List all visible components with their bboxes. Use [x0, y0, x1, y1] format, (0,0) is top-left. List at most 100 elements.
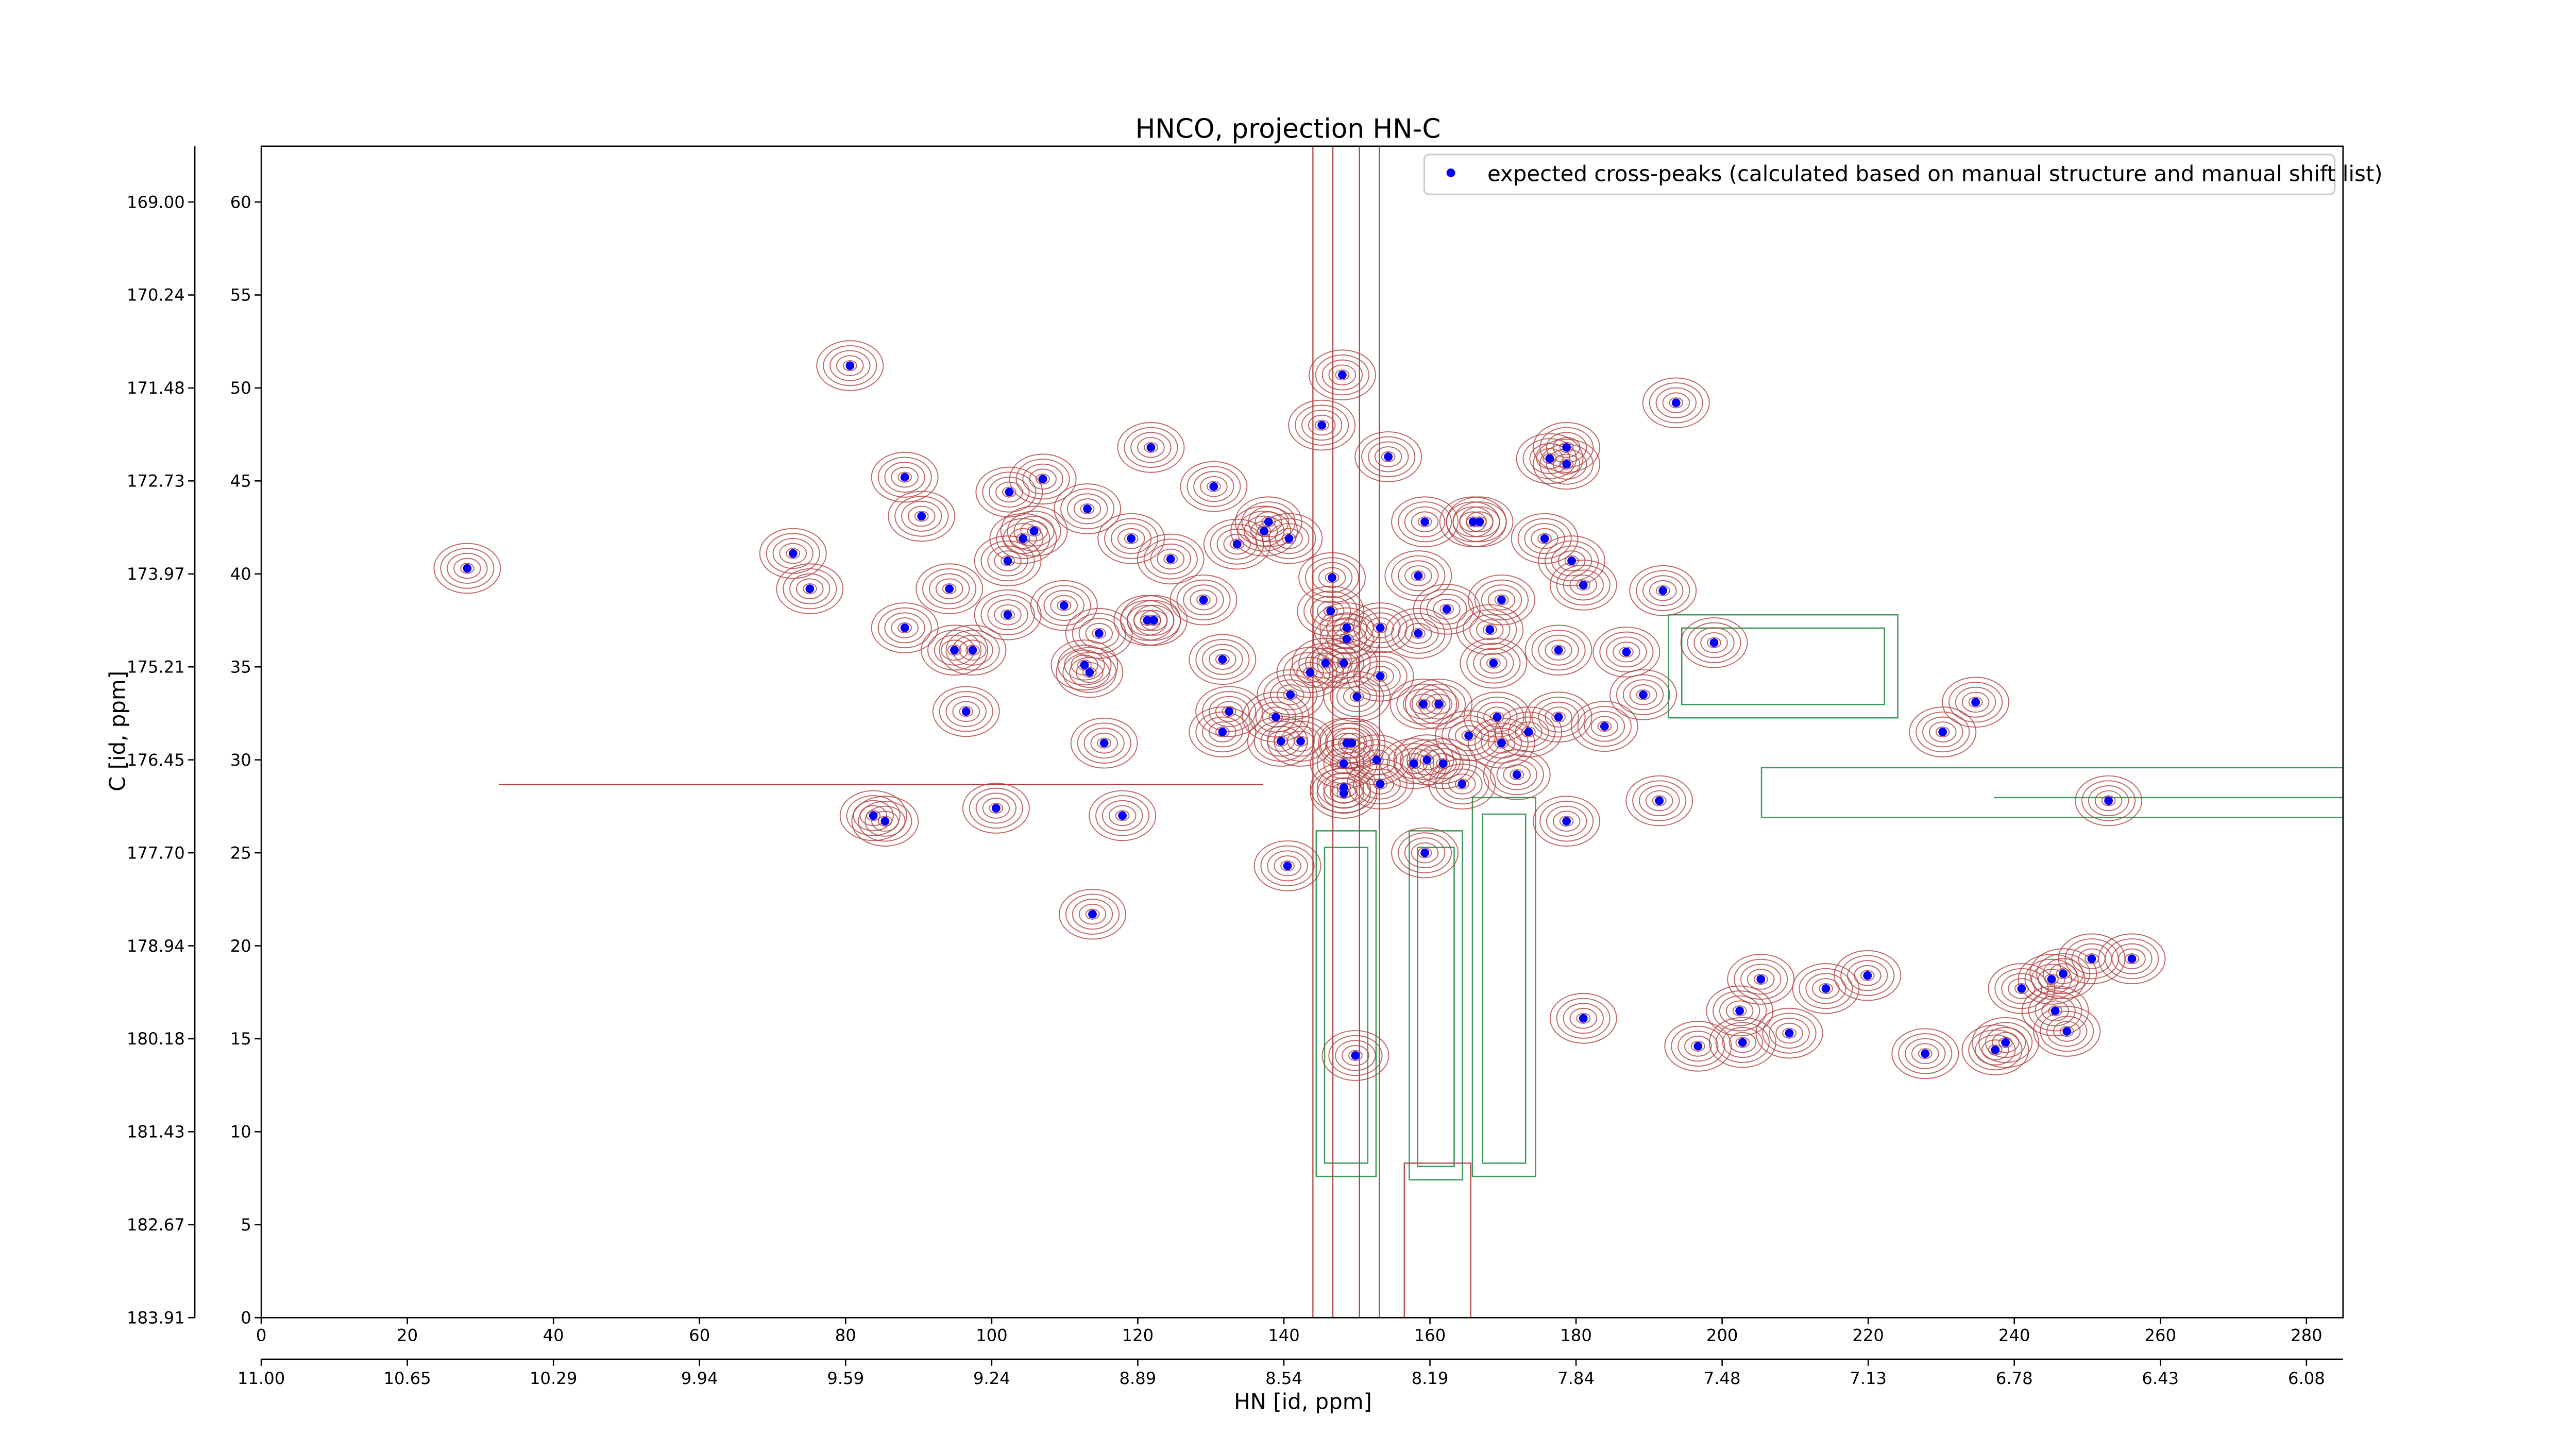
- cross-peak: [1562, 443, 1571, 452]
- contour: [1308, 349, 1376, 400]
- contour: [1891, 1028, 1959, 1079]
- contour: [2098, 933, 2166, 985]
- contour: [1687, 622, 1741, 663]
- contour: [2081, 780, 2136, 821]
- contour: [947, 645, 962, 656]
- x-tick-label: 220: [1852, 1325, 1884, 1345]
- contour: [1029, 468, 1057, 490]
- cross-peak: [1339, 659, 1348, 668]
- y-ppm-tick-label: 172.73: [127, 471, 185, 491]
- cross-peak: [1785, 1028, 1794, 1038]
- contour: [1293, 735, 1308, 747]
- contour: [1642, 575, 1684, 606]
- cross-peak: [1286, 690, 1295, 699]
- cross-peak: [2050, 1006, 2060, 1016]
- contour: [1569, 575, 1598, 596]
- contour: [1391, 496, 1459, 548]
- cross-peak: [1317, 420, 1327, 430]
- contour: [1206, 481, 1221, 492]
- contour: [796, 578, 824, 599]
- contour: [1050, 639, 1118, 690]
- contour: [2033, 1006, 2101, 1057]
- contour: [1009, 453, 1077, 505]
- contour: [1728, 1032, 1757, 1053]
- contour: [1559, 459, 1574, 470]
- contour: [1354, 431, 1422, 482]
- contour: [1576, 579, 1591, 591]
- contour: [1336, 657, 1351, 669]
- contour: [1331, 728, 1372, 759]
- contour: [1072, 899, 1113, 930]
- contour: [1090, 732, 1118, 754]
- contour: [789, 573, 831, 604]
- contour: [802, 583, 817, 595]
- contour: [1275, 528, 1303, 549]
- legend: expected cross-peaks (calculated based o…: [1423, 154, 2383, 195]
- contour: [871, 602, 939, 653]
- cross-peak: [1083, 504, 1092, 513]
- contour: [1955, 686, 1996, 718]
- cross-peak: [1497, 595, 1506, 604]
- contour: [1066, 493, 1108, 525]
- x-tick-label: 120: [1122, 1325, 1154, 1345]
- contour: [1411, 511, 1439, 533]
- cross-peak: [1284, 534, 1294, 543]
- contour: [1625, 775, 1693, 826]
- contour: [1707, 637, 1721, 648]
- contour: [1208, 696, 1250, 727]
- y-ppm-tick-label: 175.21: [127, 657, 185, 677]
- contour: [901, 500, 942, 532]
- contour: [1799, 968, 1853, 1009]
- contour: [940, 639, 969, 661]
- contour: [1576, 1013, 1591, 1024]
- contour: [1183, 584, 1224, 616]
- contour: [1991, 1032, 2020, 1053]
- cross-peak: [1419, 699, 1428, 708]
- contour: [1460, 637, 1528, 689]
- cross-peak: [1384, 452, 1393, 461]
- contour: [1404, 565, 1432, 586]
- contour: [1288, 399, 1356, 451]
- y-tick-label: 25: [230, 843, 251, 863]
- contour: [1124, 533, 1139, 544]
- y-ppm-tick-label: 181.43: [127, 1122, 185, 1142]
- contour: [1549, 560, 1617, 611]
- contour: [1085, 622, 1113, 644]
- contour: [1466, 643, 1521, 684]
- cross-peak: [1738, 1038, 1747, 1047]
- cross-peak: [1326, 606, 1335, 616]
- contour: [1200, 476, 1228, 497]
- contour: [1082, 667, 1097, 678]
- points-layer: [463, 361, 2137, 1060]
- contour: [1538, 701, 1579, 733]
- x-tick-label: 180: [1560, 1325, 1592, 1345]
- x-tick-label: 200: [1706, 1325, 1738, 1345]
- contour: [1442, 768, 1483, 800]
- cross-peak: [1658, 586, 1668, 595]
- x-ppm-tick-label: 8.54: [1265, 1369, 1302, 1388]
- cross-peak: [2062, 1027, 2072, 1036]
- contour: [1517, 518, 1572, 559]
- chart-title: HNCO, projection HN-C: [1136, 114, 1441, 145]
- x-ppm-tick-label: 7.13: [1850, 1369, 1887, 1388]
- contour: [1137, 437, 1165, 458]
- contour: [1655, 387, 1697, 418]
- cross-peak: [1414, 629, 1423, 638]
- contour: [1929, 721, 1957, 743]
- cross-peak: [1218, 728, 1227, 736]
- contour: [1404, 506, 1446, 537]
- contour: [1918, 1048, 1933, 1059]
- contour: [1533, 422, 1601, 473]
- contour: [1323, 778, 1364, 809]
- contour: [1533, 796, 1601, 847]
- cross-peak: [1209, 482, 1218, 491]
- contour: [1070, 717, 1138, 769]
- contour: [1556, 564, 1611, 606]
- contour: [1267, 716, 1335, 767]
- contour: [853, 800, 894, 831]
- contour: [1255, 511, 1282, 533]
- contour: [1404, 622, 1432, 644]
- contour: [945, 630, 1000, 671]
- contour: [1335, 369, 1350, 381]
- x-tick-label: 260: [2145, 1325, 2177, 1345]
